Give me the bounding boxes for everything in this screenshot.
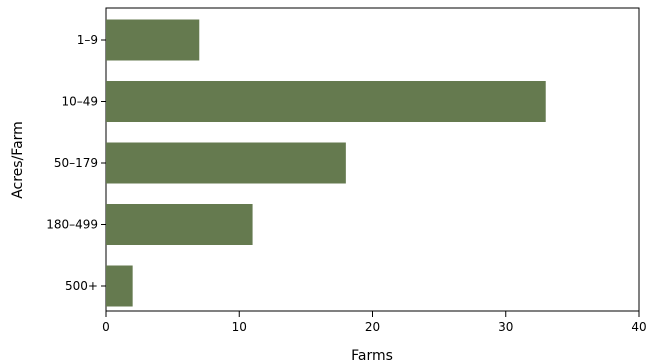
category-label: 1–9 [77, 33, 98, 47]
category-label: 180–499 [46, 218, 98, 232]
bar [106, 204, 253, 245]
category-labels: 1–9 10–49 50–179 180–499 500+ [46, 33, 106, 293]
y-axis-title: Acres/Farm [10, 121, 26, 199]
x-axis-title: Farms [351, 348, 393, 364]
category-label: 10–49 [61, 95, 98, 109]
x-tick-label: 0 [102, 320, 110, 334]
category-label: 500+ [65, 279, 98, 293]
x-tick-label: 30 [498, 320, 513, 334]
bar [106, 142, 346, 184]
x-axis-ticks: 0 10 20 30 40 [102, 311, 646, 334]
x-tick-label: 20 [365, 320, 380, 334]
bar [106, 81, 546, 122]
bar [106, 19, 200, 61]
x-tick-label: 10 [232, 320, 247, 334]
x-tick-label: 40 [631, 320, 646, 334]
bars-group [106, 19, 546, 307]
category-label: 50–179 [54, 156, 98, 170]
bar [106, 265, 133, 307]
